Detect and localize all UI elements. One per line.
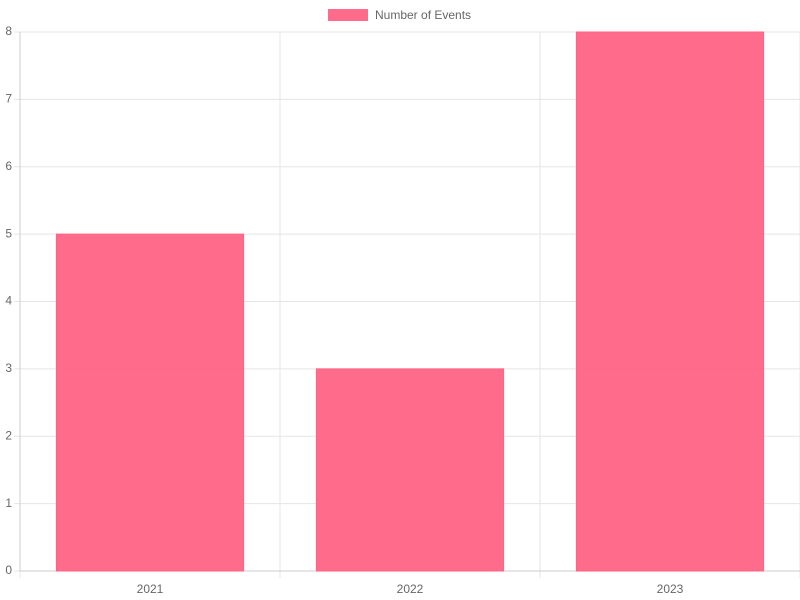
bar [315,368,505,572]
y-tick-label: 6 [5,159,12,173]
y-tick-label: 4 [5,294,12,308]
y-tick-label: 8 [5,24,12,38]
x-tick-label: 2022 [397,582,424,596]
bar [575,31,765,572]
y-tick-label: 1 [5,496,12,510]
legend-swatch [328,9,368,21]
y-tick-label: 2 [5,428,12,442]
y-tick-label: 7 [5,92,12,106]
y-tick-label: 3 [5,361,12,375]
y-tick-label: 0 [5,563,12,577]
y-tick-label: 5 [5,226,12,240]
x-tick-label: 2023 [657,582,684,596]
x-tick-label: 2021 [137,582,164,596]
bar [55,233,245,572]
legend-label: Number of Events [375,8,471,22]
